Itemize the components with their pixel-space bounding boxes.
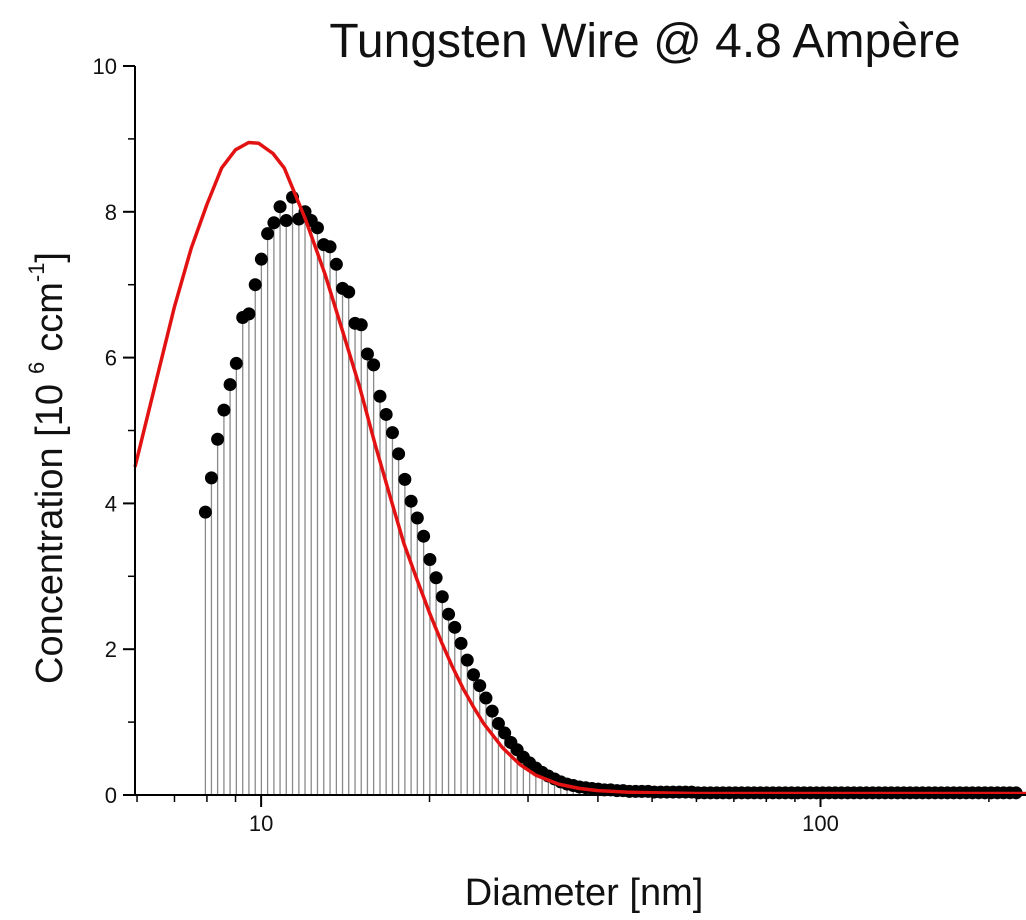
data-point (479, 691, 493, 705)
plot-area: 0 2 4 6 8 10 10 100 (93, 54, 1026, 836)
data-point (223, 378, 237, 392)
data-point (261, 227, 275, 241)
data-point (448, 620, 462, 634)
drop-lines (204, 197, 1017, 795)
data-point (467, 668, 481, 682)
data-point (429, 571, 443, 585)
y-axis-title-close: ] (29, 252, 71, 263)
data-point (379, 407, 393, 421)
data-point (491, 717, 505, 731)
chart-title: Tungsten Wire @ 4.8 Ampère (329, 15, 960, 68)
data-point (267, 216, 281, 230)
y-tick-label: 10 (93, 54, 117, 79)
y-axis-title: Concentration [10 6 ccm-1] (24, 252, 71, 684)
data-point (323, 240, 337, 254)
data-point (410, 511, 424, 525)
data-point (460, 653, 474, 667)
data-point (248, 278, 262, 292)
data-point (310, 221, 324, 235)
data-point (211, 432, 225, 446)
data-point (485, 704, 499, 718)
data-point (354, 318, 368, 332)
x-tick-label: 100 (802, 811, 839, 836)
data-point (273, 200, 287, 214)
data-point (229, 356, 243, 370)
data-point (198, 505, 212, 519)
x-tick-label: 10 (249, 811, 273, 836)
data-point (454, 636, 468, 650)
data-point (498, 726, 512, 740)
data-point (360, 347, 374, 361)
data-points (198, 190, 1023, 800)
data-point (385, 426, 399, 440)
y-tick-label: 4 (105, 491, 117, 516)
data-point (329, 257, 343, 271)
data-point (392, 447, 406, 461)
y-tick-label: 0 (105, 783, 117, 808)
data-point (242, 307, 256, 321)
data-point (254, 252, 268, 266)
data-point (404, 494, 418, 508)
y-tick-label: 8 (105, 200, 117, 225)
y-tick-label: 2 (105, 637, 117, 662)
data-point (473, 679, 487, 693)
data-point (442, 607, 456, 621)
data-point (279, 214, 293, 228)
y-axis-title-exponent: 6 (24, 362, 49, 374)
x-axis-title: Diameter [nm] (465, 872, 704, 914)
y-axis-title-unit: ccm (29, 282, 71, 352)
data-point (398, 472, 412, 486)
y-axis-title-main: Concentration [10 (29, 384, 71, 684)
data-point (367, 358, 381, 372)
data-point (217, 403, 231, 417)
y-axis-title-unit-exponent: -1 (24, 263, 49, 283)
data-point (435, 590, 449, 604)
fit-curve (133, 140, 1026, 796)
svg-text:Concentration [106ccm-1]: Concentration [10 6 ccm-1] (24, 252, 71, 684)
data-point (423, 553, 437, 567)
y-tick-label: 6 (105, 346, 117, 371)
data-point (373, 389, 387, 403)
data-point (342, 285, 356, 299)
data-point (204, 471, 218, 485)
data-point (417, 529, 431, 543)
